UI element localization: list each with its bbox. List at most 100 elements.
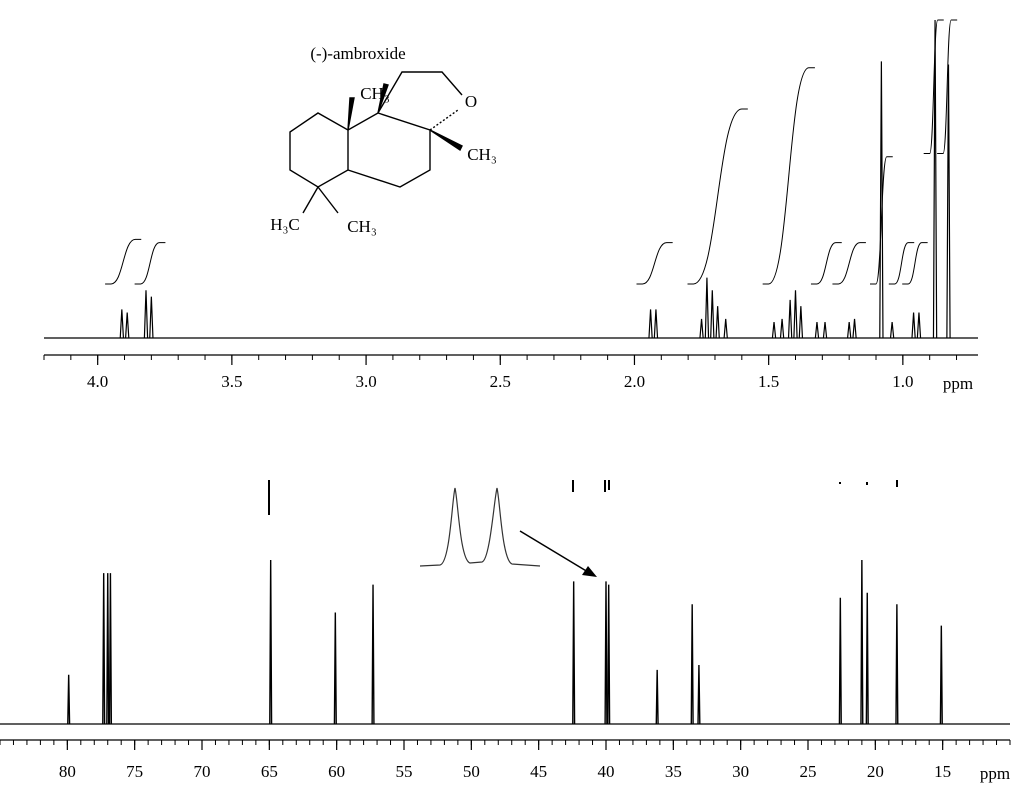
- integral-curve: [105, 238, 142, 285]
- peak: [889, 322, 895, 339]
- top-marks: [268, 480, 898, 515]
- integral-curve: [832, 242, 866, 285]
- peak: [125, 312, 130, 339]
- group-label: CH₃: [467, 145, 497, 164]
- x-tick-label: 15: [934, 762, 951, 781]
- wedge-bond: [347, 97, 355, 131]
- peak: [655, 669, 659, 725]
- peak: [793, 290, 798, 339]
- x-tick-label: 25: [800, 762, 817, 781]
- peak: [269, 559, 273, 725]
- x-tick-label: 30: [732, 762, 749, 781]
- bond: [429, 109, 459, 131]
- peak: [846, 322, 852, 339]
- integral-curve: [762, 67, 815, 285]
- integral-curve: [923, 19, 944, 155]
- integral-curve: [810, 242, 842, 285]
- peak: [67, 674, 71, 725]
- peak: [572, 581, 576, 725]
- x-tick-label: 2.0: [624, 372, 645, 391]
- arrow-head: [582, 566, 597, 577]
- peak: [371, 584, 375, 725]
- ring: [347, 112, 431, 188]
- group-label: H₃C: [270, 215, 300, 234]
- x-tick-label: 70: [194, 762, 211, 781]
- peak: [102, 573, 106, 725]
- peak: [108, 573, 113, 725]
- peak: [822, 322, 828, 339]
- integral-curve: [902, 242, 928, 285]
- x-tick-label: 60: [328, 762, 345, 781]
- integral-curve: [134, 242, 166, 285]
- peak: [119, 309, 125, 339]
- x-tick-label: 1.0: [892, 372, 913, 391]
- peak: [723, 318, 728, 339]
- peak: [771, 322, 777, 339]
- ring: [289, 112, 349, 188]
- x-tick-label: 3.0: [355, 372, 376, 391]
- x-tick-label: 4.0: [87, 372, 108, 391]
- peak: [779, 318, 785, 339]
- peak: [143, 290, 149, 339]
- x-tick-label: 35: [665, 762, 682, 781]
- peak: [697, 664, 701, 725]
- peak: [860, 559, 864, 725]
- group-label: CH₃: [360, 84, 390, 103]
- integral-curve: [888, 242, 915, 285]
- x-tick-label: 65: [261, 762, 278, 781]
- wedge-bond: [429, 129, 463, 152]
- peak: [699, 318, 704, 339]
- arrow: [519, 530, 589, 573]
- integral-curve: [870, 156, 893, 285]
- bond: [317, 186, 339, 214]
- group-label: CH₃: [347, 217, 377, 236]
- x-tick-label: 50: [463, 762, 480, 781]
- peak: [798, 306, 804, 339]
- x-tick-label: 3.5: [221, 372, 242, 391]
- peak: [106, 573, 110, 725]
- peak: [653, 309, 659, 339]
- x-tick-label: 45: [530, 762, 547, 781]
- bond: [302, 186, 319, 214]
- peak: [704, 277, 710, 339]
- peak: [911, 312, 916, 339]
- wedge-bond: [377, 83, 389, 114]
- peak: [916, 312, 922, 339]
- peak: [333, 612, 337, 725]
- peak: [838, 597, 842, 725]
- peak: [932, 19, 938, 339]
- x-axis-label: ppm: [980, 764, 1010, 783]
- integral-curve: [937, 19, 958, 155]
- peak: [865, 592, 869, 725]
- inset-zoom: [419, 487, 541, 567]
- peak: [710, 290, 715, 339]
- peak: [648, 309, 653, 339]
- peak: [895, 604, 899, 725]
- integral-curve: [687, 108, 748, 285]
- peak: [690, 604, 694, 725]
- peak: [149, 296, 154, 339]
- molecule-structure: [289, 71, 463, 214]
- x-axis-label: ppm: [943, 374, 973, 393]
- x-tick-label: 40: [598, 762, 615, 781]
- ring: [377, 71, 463, 114]
- atom-label: O: [465, 92, 477, 111]
- integral-curve: [636, 242, 673, 285]
- peak: [852, 318, 857, 339]
- peak: [715, 306, 720, 339]
- peak: [946, 64, 951, 339]
- peak: [604, 581, 608, 725]
- peak: [814, 322, 820, 339]
- compound-name: (-)-ambroxide: [310, 44, 405, 63]
- x-tick-label: 2.5: [490, 372, 511, 391]
- peak: [787, 299, 793, 339]
- x-tick-label: 20: [867, 762, 884, 781]
- x-tick-label: 55: [396, 762, 413, 781]
- peak: [607, 584, 611, 725]
- peak: [939, 625, 943, 725]
- x-tick-label: 1.5: [758, 372, 779, 391]
- x-tick-label: 75: [126, 762, 143, 781]
- x-tick-label: 80: [59, 762, 76, 781]
